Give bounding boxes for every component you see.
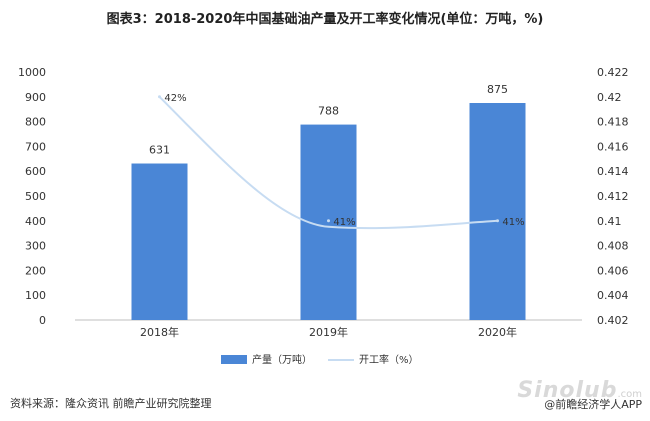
bar (131, 163, 188, 320)
right-tick-label: 0.404 (597, 289, 629, 302)
left-tick-label: 200 (25, 264, 46, 277)
right-tick-label: 0.414 (597, 165, 629, 178)
right-tick-label: 0.41 (597, 215, 622, 228)
left-tick-label: 900 (25, 91, 46, 104)
bar-value-label: 788 (318, 105, 339, 118)
line-path (158, 96, 498, 230)
left-tick-label: 300 (25, 240, 46, 253)
left-tick-label: 700 (25, 140, 46, 153)
left-tick-label: 400 (25, 215, 46, 228)
bar-series (131, 103, 526, 321)
left-tick-label: 100 (25, 289, 46, 302)
right-tick-label: 0.416 (597, 140, 629, 153)
watermark-site: Sinolub (517, 378, 618, 403)
line-point (327, 219, 330, 223)
x-tick-label: 2020年 (478, 325, 517, 339)
left-tick-label: 1000 (18, 66, 46, 79)
right-tick-label: 0.402 (597, 314, 629, 327)
line-value-label: 41% (502, 217, 524, 228)
watermark-domain: .com (617, 389, 642, 400)
bar-value-label: 631 (149, 144, 170, 157)
right-tick-label: 0.406 (597, 264, 629, 277)
bar-value-label: 875 (487, 83, 508, 96)
line-point (496, 219, 499, 223)
right-tick-label: 0.408 (597, 240, 629, 253)
left-tick-label: 600 (25, 165, 46, 178)
legend-label-line: 开工率（%） (359, 353, 419, 366)
right-tick-label: 0.422 (597, 66, 629, 79)
left-axis-ticks: 0 100 200 300 400 500 600 700 800 900 1000 (18, 66, 46, 327)
line-value-label: 41% (333, 217, 355, 228)
right-tick-label: 0.418 (597, 116, 629, 129)
x-tick-label: 2019年 (309, 325, 348, 339)
source-note: 资料来源：隆众资讯 前瞻产业研究院整理 (10, 397, 212, 410)
line-value-labels: 42% 41% 41% (164, 93, 524, 228)
right-tick-label: 0.412 (597, 190, 629, 203)
line-series (158, 95, 499, 230)
legend: 产量（万吨） 开工率（%） (221, 353, 419, 366)
bar-value-labels: 631 788 875 (149, 83, 508, 157)
right-axis-ticks: 0.402 0.404 0.406 0.408 0.41 0.412 0.414 0.416 0… (597, 66, 629, 327)
legend-label-bar: 产量（万吨） (252, 353, 312, 366)
x-axis-ticks: 2018年 2019年 2020年 (140, 325, 517, 339)
left-tick-label: 0 (39, 314, 46, 327)
left-tick-label: 800 (25, 116, 46, 129)
right-tick-label: 0.42 (597, 91, 622, 104)
x-tick-label: 2018年 (140, 325, 179, 339)
chart-title: 图表3：2018-2020年中国基础油产量及开工率变化情况(单位：万吨，%) (106, 12, 544, 27)
line-value-label: 42% (164, 93, 186, 104)
bar (469, 103, 526, 320)
left-tick-label: 500 (25, 190, 46, 203)
watermark-logo: Sinolub.com (517, 378, 642, 403)
brand-credit: @前瞻经济学人APP (544, 398, 642, 411)
legend-swatch-bar (221, 355, 247, 364)
line-point (158, 95, 161, 99)
